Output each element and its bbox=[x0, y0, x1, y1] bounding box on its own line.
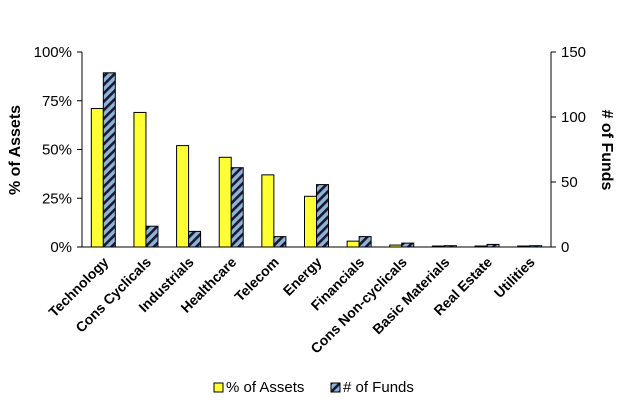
bar-assets bbox=[218, 156, 232, 248]
left-tick-label: 75% bbox=[42, 93, 72, 110]
legend: % of Assets # of Funds bbox=[213, 379, 414, 396]
right-tick-label: 150 bbox=[561, 44, 586, 61]
legend-swatch-funds bbox=[330, 382, 341, 393]
bar-funds bbox=[188, 230, 202, 248]
bar-funds bbox=[401, 242, 415, 248]
right-y-ticks: 0 50 100 150 bbox=[551, 44, 586, 256]
plot-area bbox=[90, 72, 543, 248]
bar-funds bbox=[358, 236, 372, 248]
bar-assets bbox=[346, 240, 360, 248]
bar-assets bbox=[90, 108, 104, 248]
category-label: Telecom bbox=[231, 254, 282, 305]
bar-assets bbox=[133, 111, 147, 248]
legend-swatch-assets bbox=[213, 382, 224, 393]
category-label: Cons Cyclicals bbox=[72, 254, 154, 336]
left-tick-label: 100% bbox=[34, 44, 72, 61]
bar-assets bbox=[176, 145, 190, 248]
right-tick-label: 100 bbox=[561, 109, 586, 126]
legend-label-funds: # of Funds bbox=[343, 379, 414, 396]
left-axis-title: % of Assets bbox=[7, 105, 24, 195]
bar-funds bbox=[145, 225, 159, 248]
right-tick-label: 50 bbox=[561, 174, 578, 191]
right-axis-title: # of Funds bbox=[598, 110, 615, 191]
left-tick-label: 50% bbox=[42, 142, 72, 159]
bar-assets bbox=[261, 174, 275, 248]
bar-funds bbox=[273, 236, 287, 248]
legend-label-assets: % of Assets bbox=[226, 379, 304, 396]
right-tick-label: 0 bbox=[561, 239, 569, 256]
category-label: Basic Materials bbox=[369, 254, 453, 338]
left-tick-label: 25% bbox=[42, 190, 72, 207]
bar-funds bbox=[316, 184, 329, 248]
category-label: Utilities bbox=[491, 254, 538, 301]
bar-assets bbox=[304, 195, 317, 248]
left-tick-label: 0% bbox=[50, 239, 72, 256]
left-y-ticks: 0% 25% 50% 75% 100% bbox=[34, 44, 82, 256]
bar-funds bbox=[102, 72, 116, 248]
bar-funds bbox=[230, 167, 244, 248]
